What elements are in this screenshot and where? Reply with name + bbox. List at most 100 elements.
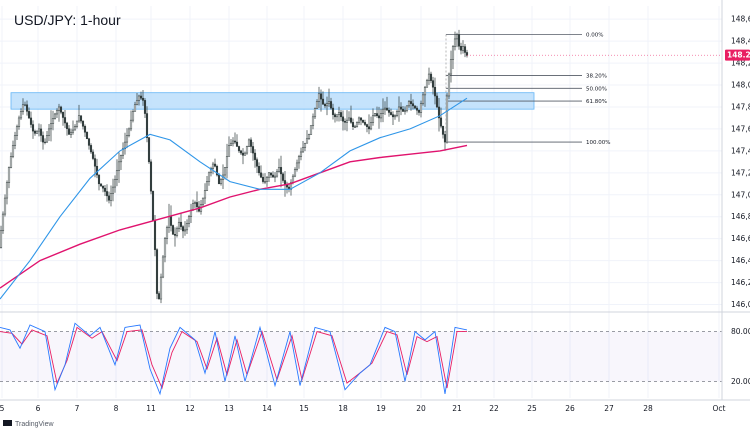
- candle-body: [135, 100, 139, 106]
- candle-body: [323, 104, 327, 107]
- candle-body: [363, 122, 367, 125]
- candle-body: [245, 146, 249, 154]
- candle-body: [1, 213, 5, 232]
- candle-body: [403, 110, 407, 112]
- x-tick-label: 5: [0, 404, 5, 413]
- candle-body: [21, 104, 25, 112]
- candle-body: [451, 46, 455, 60]
- candle-body: [325, 103, 329, 107]
- candle-body: [259, 172, 263, 178]
- candle-body: [269, 172, 273, 176]
- x-tick-label: 27: [604, 404, 614, 413]
- candle-body: [79, 115, 83, 122]
- candle-body: [409, 101, 413, 104]
- candle-body: [15, 126, 19, 136]
- candle-body: [365, 124, 369, 127]
- candle-body: [93, 158, 97, 167]
- candle-body: [7, 167, 11, 183]
- candle-body: [77, 115, 81, 122]
- candle-body: [347, 117, 351, 121]
- candle-body: [281, 173, 285, 181]
- tradingview-logo: TradingView: [3, 420, 54, 428]
- candle-body: [229, 142, 233, 146]
- candle-body: [219, 179, 223, 185]
- candle-body: [161, 256, 165, 278]
- candle-body: [369, 122, 373, 130]
- candle-body: [247, 139, 251, 147]
- y-tick-label: 148,600: [731, 15, 750, 24]
- candle-body: [321, 98, 325, 105]
- candle-body: [71, 129, 75, 133]
- candle-body: [427, 73, 431, 81]
- candle-body: [273, 175, 277, 178]
- candle-body: [43, 141, 47, 143]
- candle-body: [391, 114, 395, 118]
- y-tick-label: 148,400: [731, 37, 750, 46]
- candle-body: [277, 167, 281, 172]
- candle-body: [185, 223, 189, 231]
- candle-body: [207, 172, 211, 182]
- candle-body: [131, 111, 135, 121]
- candle-body: [367, 126, 371, 130]
- candle-body: [435, 95, 439, 108]
- y-tick-label: 147,400: [731, 146, 750, 155]
- moving-average-fast-line: [0, 97, 468, 300]
- candle-body: [383, 107, 387, 110]
- x-tick-label: 22: [489, 404, 499, 413]
- candle-body: [291, 175, 295, 183]
- y-tick-label: 147,000: [731, 190, 750, 199]
- candle-body: [65, 122, 69, 129]
- x-tick-label: 18: [338, 404, 348, 413]
- candle-body: [141, 97, 145, 101]
- candle-body: [397, 106, 401, 112]
- candle-body: [165, 227, 169, 239]
- candle-body: [423, 86, 427, 96]
- candle-body: [227, 145, 231, 157]
- candle-body: [13, 135, 17, 146]
- candle-body: [429, 73, 433, 81]
- candle-body: [295, 162, 299, 170]
- candle-body: [19, 111, 23, 119]
- candle-body: [9, 156, 13, 168]
- candle-body: [301, 147, 305, 153]
- candle-body: [105, 191, 109, 197]
- candle-body: [119, 155, 123, 163]
- candle-body: [413, 105, 417, 109]
- candle-body: [401, 108, 405, 112]
- candles-layer: [0, 29, 469, 304]
- candle-body: [163, 238, 167, 258]
- candle-body: [275, 171, 279, 177]
- candle-body: [459, 45, 463, 51]
- candle-body: [343, 120, 347, 123]
- candle-body: [49, 123, 53, 130]
- candle-body: [53, 113, 57, 119]
- candle-body: [139, 95, 143, 99]
- candle-body: [31, 124, 35, 132]
- candle-body: [263, 181, 267, 183]
- candle-body: [59, 106, 63, 113]
- candle-body: [243, 152, 247, 156]
- candle-body: [399, 106, 403, 110]
- tradingview-logo-icon: [3, 420, 12, 426]
- candle-body: [171, 225, 175, 235]
- candle-body: [415, 107, 419, 111]
- fibonacci-layer: 0.00% 38.20% 50.00% 61.80% 100.00%: [445, 33, 610, 146]
- candle-body: [167, 216, 171, 228]
- candle-body: [0, 230, 3, 248]
- candle-body: [187, 216, 191, 224]
- candle-body: [225, 156, 229, 168]
- y-tick-label: 146,400: [731, 256, 750, 265]
- x-tick-label: 21: [452, 404, 462, 413]
- stochastic-tick-label: 80.00: [731, 327, 750, 336]
- candle-body: [97, 174, 101, 185]
- candle-body: [47, 128, 51, 136]
- candle-body: [271, 174, 275, 178]
- candle-body: [11, 145, 15, 157]
- candle-body: [201, 197, 205, 205]
- y-tick-label: 147,800: [731, 102, 750, 111]
- candle-body: [317, 93, 321, 102]
- candle-body: [253, 152, 257, 160]
- candle-body: [377, 115, 381, 119]
- x-tick-label: 12: [185, 404, 195, 413]
